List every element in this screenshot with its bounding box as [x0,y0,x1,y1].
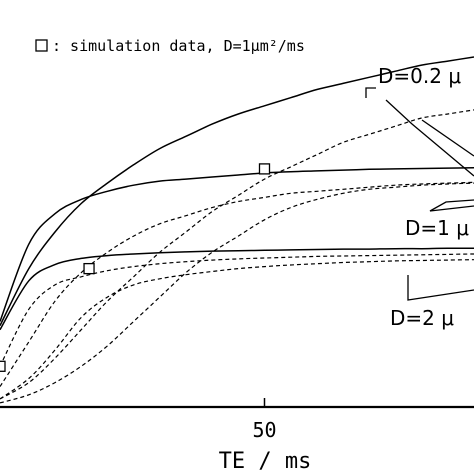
curve-label-d2: D=2 μ [390,306,454,330]
series-line-2-dashed-6 [0,253,474,367]
leader-d02-line [385,99,474,177]
series-line-1-dashed-3 [0,181,474,387]
legend-text: : simulation data, D=1μm²/ms [52,37,305,55]
leader-d1 [429,199,474,212]
annotations-layer [365,87,474,301]
series-line-1-dashed-4 [0,182,474,404]
series-line-02-dashed-1 [0,109,474,400]
simulation-point-2 [258,163,271,175]
axes: 50 [0,398,474,442]
x-tick-label-0: 50 [252,418,276,442]
leader-d02-line-b [421,119,474,157]
legend-square-marker [35,39,48,52]
simulation-point-1 [83,262,95,275]
curve-label-d1: D=1 μ [405,216,469,240]
leader-d2 [407,275,474,301]
legend: : simulation data, D=1μm²/ms [35,37,305,55]
series-line-2-solid-5 [0,247,474,331]
curves-layer [0,56,474,404]
series-line-2-dashed-7 [0,259,474,400]
x-axis-title: TE / ms [219,449,312,474]
series-line-02-solid-0 [0,56,474,326]
simulation-point-0 [0,360,6,372]
leader-d02-stub [365,87,376,98]
simulation-points-layer [0,163,271,372]
series-line-1-solid-2 [0,166,474,322]
curve-label-d02: D=0.2 μ [378,64,461,88]
